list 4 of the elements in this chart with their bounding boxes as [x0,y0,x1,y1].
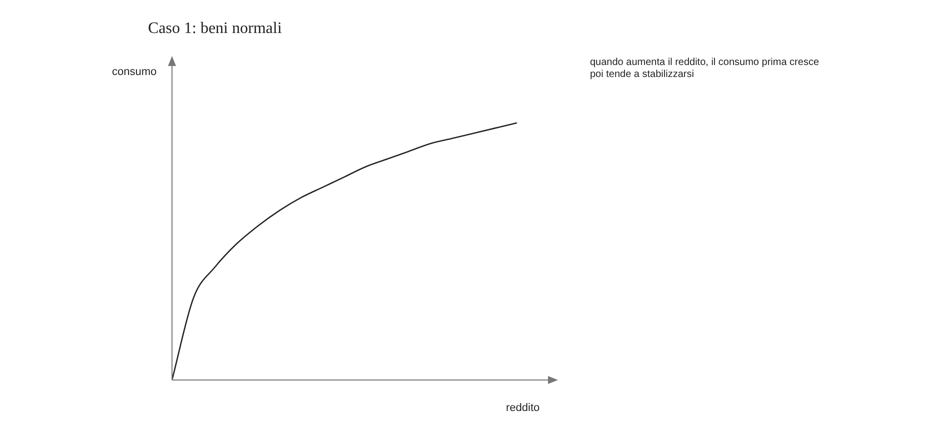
y-axis-title: consumo [112,66,157,78]
x-axis-title: reddito [506,402,540,414]
chart-title: Caso 1: beni normali [148,20,282,38]
text: quando aumenta il reddito, il consumo prima cresce poi tende a stabilizzarsi [590,57,820,81]
